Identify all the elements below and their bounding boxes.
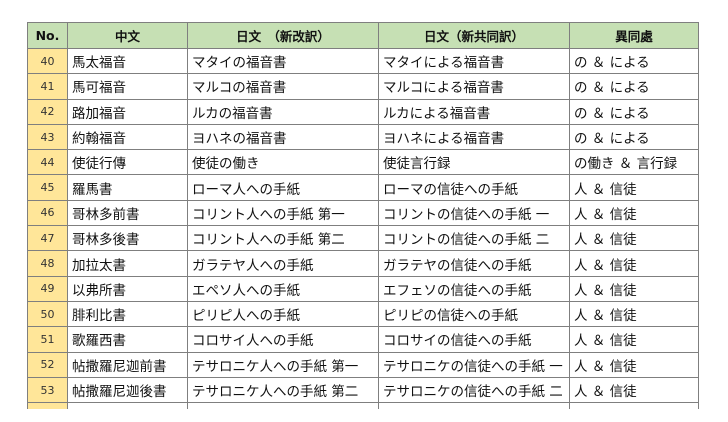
cell-differences[interactable]: の ＆ による [569, 123, 699, 151]
table-row: 44 使徒行傳 使徒の働き 使徒言行録 の働き ＆ 言行録 [27, 149, 699, 176]
cell-differences[interactable]: の ＆ による [569, 47, 699, 75]
empty-cell [67, 402, 188, 410]
empty-cell [569, 402, 699, 410]
cell-japanese-shinkyodoyaku[interactable]: マルコによる福音書 [378, 73, 570, 100]
cell-no[interactable]: 40 [27, 47, 68, 75]
header-no: No. [27, 22, 68, 49]
cell-chinese[interactable]: 約翰福音 [67, 123, 188, 151]
table-row: 47 哥林多後書 コリント人への手紙 第二 コリントの信徒への手紙 二人 ＆ 信徒 [27, 225, 699, 252]
empty-cell [27, 402, 68, 410]
cell-no[interactable]: 47 [27, 225, 68, 252]
header-row: No. 中文 日文 （新改訳） 日文（新共同訳） 異同處 [27, 22, 699, 49]
cell-japanese-shinkaiyaku[interactable]: ピリピ人への手紙 [187, 300, 379, 328]
cell-differences[interactable]: 人 ＆ 信徒 [569, 174, 699, 201]
table-row: 40 馬太福音 マタイの福音書 マタイによる福音書の ＆ による [27, 47, 699, 75]
cell-differences[interactable]: 人 ＆ 信徒 [569, 300, 699, 328]
cell-differences[interactable]: 人 ＆ 信徒 [569, 326, 699, 353]
cell-differences[interactable]: の ＆ による [569, 73, 699, 100]
table-row: 43 約翰福音 ヨハネの福音書 ヨハネによる福音書の ＆ による [27, 123, 699, 151]
cell-japanese-shinkyodoyaku[interactable]: コリントの信徒への手紙 二 [378, 225, 570, 252]
table-row: 50 腓利比書 ピリピ人への手紙 ピリピの信徒への手紙人 ＆ 信徒 [27, 300, 699, 328]
cell-chinese[interactable]: 腓利比書 [67, 300, 188, 328]
header-japanese-shinkyodoyaku: 日文（新共同訳） [378, 22, 570, 49]
cell-japanese-shinkaiyaku[interactable]: コロサイ人への手紙 [187, 326, 379, 353]
empty-cell [378, 402, 570, 410]
cell-japanese-shinkyodoyaku[interactable]: テサロニケの信徒への手紙 二 [378, 376, 570, 404]
cell-no[interactable]: 51 [27, 326, 68, 353]
cell-japanese-shinkaiyaku[interactable]: 使徒の働き [187, 149, 379, 176]
cell-differences[interactable]: 人 ＆ 信徒 [569, 275, 699, 302]
cell-japanese-shinkyodoyaku[interactable]: エフェソの信徒への手紙 [378, 275, 570, 302]
cell-japanese-shinkaiyaku[interactable]: ローマ人への手紙 [187, 174, 379, 201]
cell-chinese[interactable]: 羅馬書 [67, 174, 188, 201]
cell-differences[interactable]: 人 ＆ 信徒 [569, 376, 699, 404]
cell-no[interactable]: 52 [27, 351, 68, 378]
cell-japanese-shinkaiyaku[interactable]: ヨハネの福音書 [187, 123, 379, 151]
cell-japanese-shinkyodoyaku[interactable]: テサロニケの信徒への手紙 一 [378, 351, 570, 378]
cell-japanese-shinkaiyaku[interactable]: マルコの福音書 [187, 73, 379, 100]
cell-no[interactable]: 43 [27, 123, 68, 151]
cell-japanese-shinkaiyaku[interactable]: テサロニケ人への手紙 第二 [187, 376, 379, 404]
cell-chinese[interactable]: 馬太福音 [67, 47, 188, 75]
cell-chinese[interactable]: 以弗所書 [67, 275, 188, 302]
cell-no[interactable]: 42 [27, 98, 68, 125]
cell-japanese-shinkaiyaku[interactable]: エペソ人への手紙 [187, 275, 379, 302]
cell-no[interactable]: 44 [27, 149, 68, 176]
empty-cell [187, 402, 379, 410]
cell-no[interactable]: 50 [27, 300, 68, 328]
cell-no[interactable]: 46 [27, 199, 68, 227]
cell-chinese[interactable]: 使徒行傳 [67, 149, 188, 176]
cell-chinese[interactable]: 馬可福音 [67, 73, 188, 100]
table-row: 45 羅馬書 ローマ人への手紙 ローマの信徒への手紙人 ＆ 信徒 [27, 174, 699, 201]
cell-no[interactable]: 41 [27, 73, 68, 100]
cell-chinese[interactable]: 路加福音 [67, 98, 188, 125]
cell-differences[interactable]: 人 ＆ 信徒 [569, 225, 699, 252]
cell-chinese[interactable]: 哥林多前書 [67, 199, 188, 227]
cell-chinese[interactable]: 帖撒羅尼迦前書 [67, 351, 188, 378]
table-row: 51 歌羅西書 コロサイ人への手紙 コロサイの信徒への手紙人 ＆ 信徒 [27, 326, 699, 353]
partial-row [27, 402, 699, 410]
bible-books-table: No. 中文 日文 （新改訳） 日文（新共同訳） 異同處 40 馬太福音 マタイの福… [27, 22, 699, 410]
cell-japanese-shinkaiyaku[interactable]: コリント人への手紙 第一 [187, 199, 379, 227]
cell-chinese[interactable]: 哥林多後書 [67, 225, 188, 252]
cell-no[interactable]: 45 [27, 174, 68, 201]
cell-differences[interactable]: 人 ＆ 信徒 [569, 351, 699, 378]
cell-chinese[interactable]: 歌羅西書 [67, 326, 188, 353]
cell-no[interactable]: 49 [27, 275, 68, 302]
header-chinese: 中文 [67, 22, 188, 49]
cell-japanese-shinkyodoyaku[interactable]: コリントの信徒への手紙 一 [378, 199, 570, 227]
cell-japanese-shinkaiyaku[interactable]: マタイの福音書 [187, 47, 379, 75]
cell-no[interactable]: 53 [27, 376, 68, 404]
cell-chinese[interactable]: 加拉太書 [67, 250, 188, 277]
cell-differences[interactable]: の ＆ による [569, 98, 699, 125]
table-row: 52 帖撒羅尼迦前書 テサロニケ人への手紙 第一 テサロニケの信徒への手紙 一人 ＆ … [27, 351, 699, 378]
cell-differences[interactable]: 人 ＆ 信徒 [569, 250, 699, 277]
cell-chinese[interactable]: 帖撒羅尼迦後書 [67, 376, 188, 404]
table-row: 48 加拉太書 ガラテヤ人への手紙 ガラテヤの信徒への手紙人 ＆ 信徒 [27, 250, 699, 277]
cell-no[interactable]: 48 [27, 250, 68, 277]
cell-japanese-shinkyodoyaku[interactable]: ピリピの信徒への手紙 [378, 300, 570, 328]
cell-japanese-shinkaiyaku[interactable]: テサロニケ人への手紙 第一 [187, 351, 379, 378]
cell-differences[interactable]: の働き ＆ 言行録 [569, 149, 699, 176]
cell-japanese-shinkyodoyaku[interactable]: コロサイの信徒への手紙 [378, 326, 570, 353]
table-row: 53 帖撒羅尼迦後書 テサロニケ人への手紙 第二 テサロニケの信徒への手紙 二人 ＆ … [27, 376, 699, 404]
cell-japanese-shinkaiyaku[interactable]: ガラテヤ人への手紙 [187, 250, 379, 277]
table-row: 41 馬可福音 マルコの福音書 マルコによる福音書の ＆ による [27, 73, 699, 100]
cell-japanese-shinkyodoyaku[interactable]: ローマの信徒への手紙 [378, 174, 570, 201]
table-row: 46 哥林多前書 コリント人への手紙 第一 コリントの信徒への手紙 一人 ＆ 信徒 [27, 199, 699, 227]
header-japanese-shinkaiyaku: 日文 （新改訳） [187, 22, 379, 49]
cell-differences[interactable]: 人 ＆ 信徒 [569, 199, 699, 227]
cell-japanese-shinkyodoyaku[interactable]: ガラテヤの信徒への手紙 [378, 250, 570, 277]
cell-japanese-shinkaiyaku[interactable]: コリント人への手紙 第二 [187, 225, 379, 252]
cell-japanese-shinkyodoyaku[interactable]: ルカによる福音書 [378, 98, 570, 125]
header-differences: 異同處 [569, 22, 699, 49]
cell-japanese-shinkyodoyaku[interactable]: 使徒言行録 [378, 149, 570, 176]
table-row: 42 路加福音 ルカの福音書 ルカによる福音書の ＆ による [27, 98, 699, 125]
cell-japanese-shinkyodoyaku[interactable]: マタイによる福音書 [378, 47, 570, 75]
cell-japanese-shinkyodoyaku[interactable]: ヨハネによる福音書 [378, 123, 570, 151]
table-row: 49 以弗所書 エペソ人への手紙 エフェソの信徒への手紙人 ＆ 信徒 [27, 275, 699, 302]
cell-japanese-shinkaiyaku[interactable]: ルカの福音書 [187, 98, 379, 125]
